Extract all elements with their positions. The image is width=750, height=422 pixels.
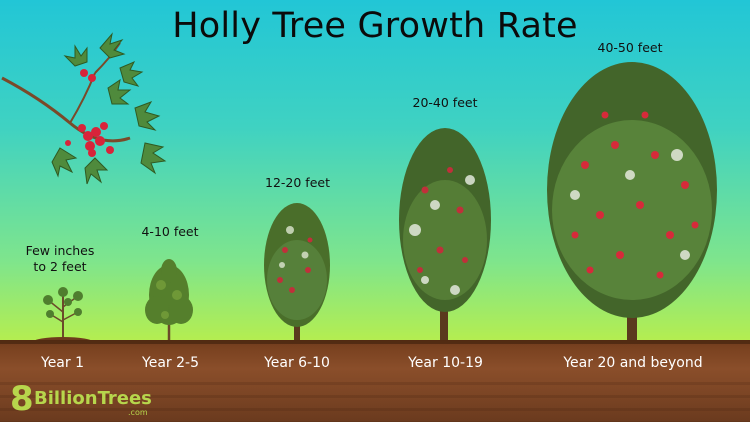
tree-icon bbox=[399, 128, 491, 350]
tree-icon bbox=[547, 62, 717, 350]
logo-name: BillionTrees bbox=[34, 388, 152, 409]
year-label: Year 1 bbox=[41, 355, 84, 371]
soil-layers bbox=[0, 372, 750, 422]
logo-domain: .com bbox=[128, 408, 148, 417]
tree-icon bbox=[33, 287, 93, 344]
height-label: 20-40 feet bbox=[412, 95, 478, 110]
height-label: 40-50 feet bbox=[597, 40, 663, 55]
year-label: Year 2-5 bbox=[142, 355, 199, 371]
year-label: Year 20 and beyond bbox=[563, 355, 703, 371]
height-label: Few inches to 2 feet bbox=[25, 243, 95, 274]
tree-icon bbox=[145, 259, 193, 343]
brand-logo: 8 BillionTrees .com bbox=[10, 382, 170, 420]
height-label: 12-20 feet bbox=[265, 175, 330, 190]
logo-number: 8 bbox=[10, 379, 34, 419]
year-label: Year 6-10 bbox=[264, 355, 330, 371]
height-label: 4-10 feet bbox=[141, 224, 199, 239]
ground-divider bbox=[0, 340, 750, 344]
holly-branch-icon bbox=[1, 32, 167, 185]
ground bbox=[0, 340, 750, 422]
tree-icon bbox=[264, 203, 330, 348]
year-label: Year 10-19 bbox=[408, 355, 483, 371]
page-title: Holly Tree Growth Rate bbox=[172, 6, 578, 46]
